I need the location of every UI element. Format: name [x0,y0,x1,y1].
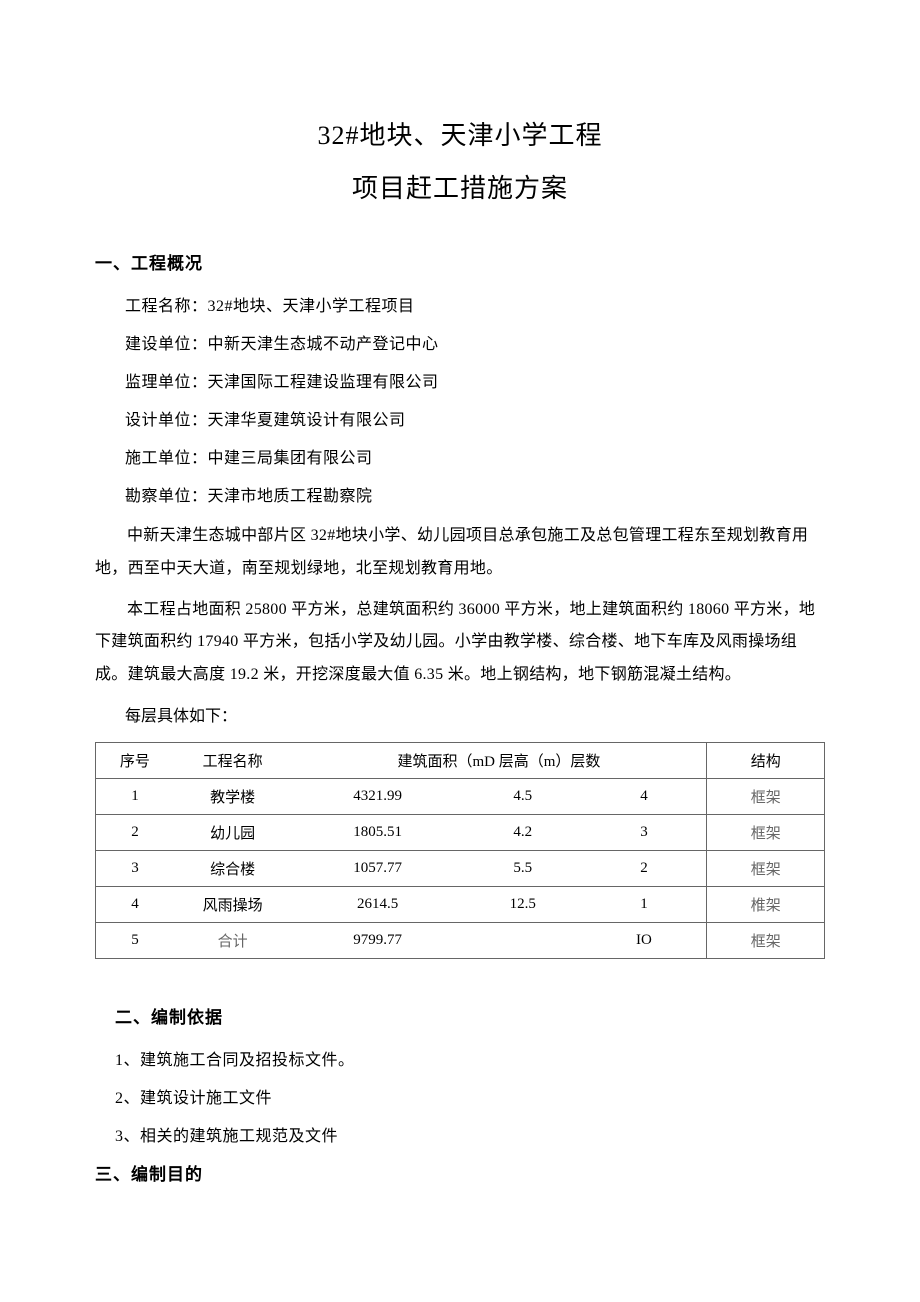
cell-name: 合计 [174,922,292,958]
section-basis-heading: 二、编制依据 [115,1003,825,1028]
cell-struct: 框架 [707,850,825,886]
cell-seq: 3 [96,850,174,886]
col-struct: 结构 [707,742,825,778]
cell-height [464,922,582,958]
info-contractor: 施工单位：中建三局集团有限公司 [125,444,825,468]
cell-seq: 4 [96,886,174,922]
paragraph-1: 中新天津生态城中部片区 32#地块小学、幼儿园项目总承包施工及总包管理工程东至规… [95,520,825,586]
section-purpose-heading: 三、编制目的 [95,1160,825,1185]
table-row: 4 风雨操场 2614.5 12.5 1 椎架 [96,886,825,922]
col-name: 工程名称 [174,742,292,778]
info-survey: 勘察单位：天津市地质工程勘察院 [125,482,825,506]
cell-floors: IO [581,922,706,958]
cell-area: 2614.5 [291,886,463,922]
cell-name: 幼儿园 [174,814,292,850]
cell-floors: 1 [581,886,706,922]
cell-struct: 框架 [707,922,825,958]
cell-area: 9799.77 [291,922,463,958]
col-seq: 序号 [96,742,174,778]
section-overview-heading: 一、工程概况 [95,249,825,274]
cell-area: 1805.51 [291,814,463,850]
paragraph-2: 本工程占地面积 25800 平方米，总建筑面积约 36000 平方米，地上建筑面… [95,594,825,692]
building-data-table: 序号 工程名称 建筑面积（mD 层高（m）层数 结构 1 教学楼 4321.99… [95,742,825,959]
table-row: 1 教学楼 4321.99 4.5 4 框架 [96,778,825,814]
table-row: 3 综合楼 1057.77 5.5 2 框架 [96,850,825,886]
doc-title-line-1: 32#地块、天津小学工程 [95,115,825,152]
info-designer: 设计单位：天津华夏建筑设计有限公司 [125,406,825,430]
cell-name: 综合楼 [174,850,292,886]
cell-name: 风雨操场 [174,886,292,922]
cell-height: 5.5 [464,850,582,886]
cell-height: 4.5 [464,778,582,814]
cell-struct: 椎架 [707,886,825,922]
cell-area: 1057.77 [291,850,463,886]
doc-title-line-2: 项目赶工措施方案 [95,168,825,205]
table-row: 5 合计 9799.77 IO 框架 [96,922,825,958]
cell-seq: 5 [96,922,174,958]
cell-area: 4321.99 [291,778,463,814]
paragraph-3: 每层具体如下： [125,702,825,726]
cell-floors: 4 [581,778,706,814]
cell-name: 教学楼 [174,778,292,814]
document-page: 32#地块、天津小学工程 项目赶工措施方案 一、工程概况 工程名称：32#地块、… [0,0,920,1302]
cell-seq: 1 [96,778,174,814]
cell-struct: 框架 [707,778,825,814]
col-area: 建筑面积（mD 层高（m）层数 [291,742,706,778]
info-owner: 建设单位：中新天津生态城不动产登记中心 [125,330,825,354]
cell-seq: 2 [96,814,174,850]
cell-floors: 3 [581,814,706,850]
table-header-row: 序号 工程名称 建筑面积（mD 层高（m）层数 结构 [96,742,825,778]
basis-item-2: 2、建筑设计施工文件 [115,1084,825,1108]
cell-height: 4.2 [464,814,582,850]
cell-height: 12.5 [464,886,582,922]
basis-item-1: 1、建筑施工合同及招投标文件。 [115,1046,825,1070]
info-supervisor: 监理单位：天津国际工程建设监理有限公司 [125,368,825,392]
basis-item-3: 3、相关的建筑施工规范及文件 [115,1122,825,1146]
cell-floors: 2 [581,850,706,886]
info-project-name: 工程名称：32#地块、天津小学工程项目 [125,292,825,316]
cell-struct: 框架 [707,814,825,850]
table-row: 2 幼儿园 1805.51 4.2 3 框架 [96,814,825,850]
